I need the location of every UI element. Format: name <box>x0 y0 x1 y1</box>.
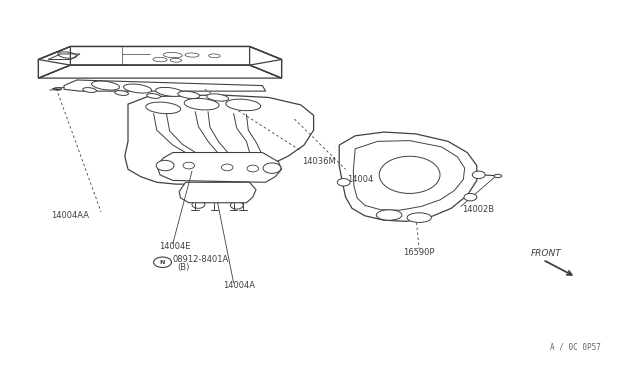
Text: 14036M: 14036M <box>302 157 336 166</box>
Ellipse shape <box>407 213 431 222</box>
Text: 14002B: 14002B <box>462 205 494 214</box>
Text: FRONT: FRONT <box>531 248 562 257</box>
Circle shape <box>464 193 477 201</box>
Ellipse shape <box>92 81 120 90</box>
Ellipse shape <box>146 102 180 114</box>
Ellipse shape <box>147 94 161 98</box>
Ellipse shape <box>376 210 402 220</box>
Ellipse shape <box>226 99 260 111</box>
Circle shape <box>263 163 281 173</box>
Circle shape <box>247 165 259 172</box>
Ellipse shape <box>124 84 152 93</box>
Text: 14004AA: 14004AA <box>51 211 89 220</box>
Polygon shape <box>157 153 282 182</box>
Polygon shape <box>339 132 477 221</box>
Text: A / 0C 0P57: A / 0C 0P57 <box>550 343 601 352</box>
Circle shape <box>156 160 174 171</box>
Text: 08912-8401A: 08912-8401A <box>173 255 229 264</box>
Text: N: N <box>160 260 165 265</box>
Polygon shape <box>64 80 266 91</box>
Ellipse shape <box>178 91 200 99</box>
Ellipse shape <box>207 94 228 101</box>
Text: (B): (B) <box>177 263 189 272</box>
Ellipse shape <box>494 174 502 177</box>
Polygon shape <box>179 182 256 203</box>
Circle shape <box>183 162 195 169</box>
Ellipse shape <box>115 91 129 95</box>
Ellipse shape <box>380 156 440 193</box>
Text: 16590P: 16590P <box>403 248 435 257</box>
Text: 14004A: 14004A <box>223 281 255 290</box>
Ellipse shape <box>156 87 184 96</box>
Polygon shape <box>38 46 282 78</box>
Circle shape <box>472 171 485 179</box>
Text: 14004: 14004 <box>347 175 373 184</box>
Ellipse shape <box>83 88 97 92</box>
Text: 14004E: 14004E <box>159 242 190 251</box>
Polygon shape <box>125 95 314 184</box>
Circle shape <box>337 179 350 186</box>
Ellipse shape <box>184 98 219 110</box>
Circle shape <box>221 164 233 171</box>
